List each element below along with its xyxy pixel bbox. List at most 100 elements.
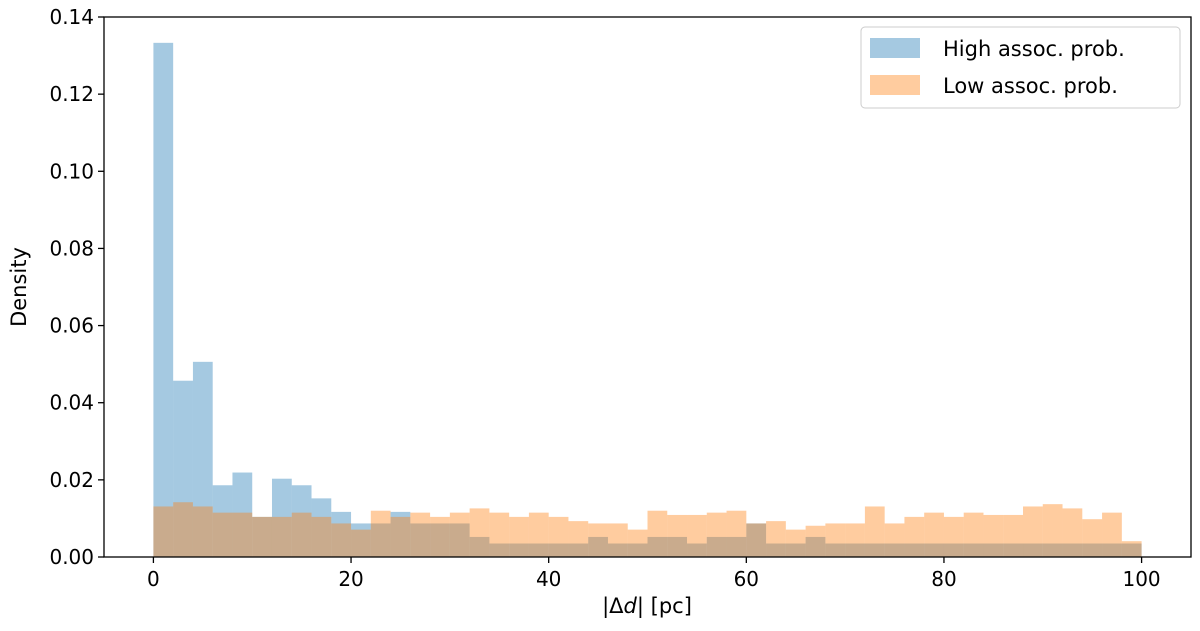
series-high-assoc-bars <box>153 42 1142 558</box>
y-tick-label: 0.10 <box>49 159 94 183</box>
bar-low-bin-11 <box>370 510 391 557</box>
bar-high-bin-28 <box>706 536 727 557</box>
bar-high-bin-13 <box>410 523 431 557</box>
bar-low-bin-39 <box>924 512 944 557</box>
bar-low-bin-37 <box>884 523 905 557</box>
bar-low-bin-4 <box>232 512 253 557</box>
bar-high-bin-8 <box>311 498 332 557</box>
bar-low-bin-45 <box>1042 504 1063 557</box>
bar-low-bin-13 <box>410 512 431 557</box>
bar-high-bin-3 <box>212 485 233 557</box>
bar-low-bin-0 <box>153 506 174 557</box>
bar-low-bin-18 <box>509 516 529 557</box>
bar-high-bin-30 <box>746 523 767 557</box>
bar-low-bin-17 <box>489 512 510 557</box>
bar-low-bin-19 <box>528 512 549 557</box>
plot-area-frame <box>103 16 1192 558</box>
y-axis-ticks: 0.00 0.02 0.04 0.06 0.08 0.10 0.12 0.14 <box>49 5 104 569</box>
bar-low-bin-47 <box>1082 519 1103 557</box>
legend-label-high: High assoc. prob. <box>943 37 1125 61</box>
bar-high-bin-26 <box>667 536 688 557</box>
x-axis-label: |Δd| [pc] <box>602 594 692 619</box>
bar-low-bin-22 <box>588 523 608 557</box>
bar-high-bin-22 <box>588 536 608 557</box>
bar-low-bin-14 <box>430 516 450 557</box>
bar-high-bin-10 <box>351 523 371 557</box>
bar-high-bin-1 <box>173 380 193 557</box>
bar-low-bin-24 <box>627 529 648 557</box>
y-tick-label: 0.12 <box>49 82 94 106</box>
bar-low-bin-10 <box>351 529 371 557</box>
bar-low-bin-28 <box>706 512 727 557</box>
legend-swatch-low <box>870 75 920 95</box>
bar-high-bin-6 <box>271 478 292 557</box>
y-tick-label: 0.04 <box>49 391 94 415</box>
bar-low-bin-42 <box>983 514 1004 557</box>
bar-high-bin-31 <box>766 543 786 557</box>
legend: High assoc. prob. Low assoc. prob. <box>860 26 1181 109</box>
bar-high-bin-15 <box>449 523 470 557</box>
legend-frame <box>860 26 1181 109</box>
bar-low-bin-26 <box>667 514 688 557</box>
bar-high-bin-32 <box>785 543 806 557</box>
bar-low-bin-9 <box>331 523 352 557</box>
bar-high-bin-33 <box>805 536 826 557</box>
bar-high-bin-29 <box>726 536 747 557</box>
bar-high-bin-9 <box>331 511 352 557</box>
x-tick-label: 80 <box>931 567 956 591</box>
bar-high-bin-42 <box>983 543 1004 557</box>
bar-low-bin-44 <box>1023 506 1043 557</box>
bar-low-bin-49 <box>1121 541 1142 557</box>
bar-high-bin-23 <box>607 543 628 557</box>
bar-high-bin-0 <box>153 42 174 558</box>
bar-high-bin-27 <box>687 543 707 557</box>
bar-low-bin-46 <box>1062 508 1083 557</box>
bar-high-bin-25 <box>647 536 668 557</box>
y-tick-label: 0.14 <box>49 5 94 29</box>
x-tick-label: 0 <box>147 567 160 591</box>
x-axis-ticks: 0 20 40 60 80 100 <box>147 557 1161 591</box>
bar-low-bin-40 <box>943 516 964 557</box>
bar-high-bin-14 <box>430 523 450 557</box>
bar-low-bin-21 <box>568 521 589 557</box>
bar-high-bin-2 <box>192 361 213 557</box>
y-tick-label: 0.06 <box>49 314 94 338</box>
bar-low-bin-12 <box>390 516 411 557</box>
bar-low-bin-36 <box>864 506 885 557</box>
bar-low-bin-27 <box>687 514 707 557</box>
bar-low-bin-30 <box>746 523 767 557</box>
bar-low-bin-20 <box>548 516 569 557</box>
bar-low-bin-8 <box>311 516 332 557</box>
x-tick-label: 20 <box>338 567 363 591</box>
bar-low-bin-29 <box>726 510 747 557</box>
bar-low-bin-7 <box>291 512 312 557</box>
bar-high-bin-21 <box>568 543 589 557</box>
x-tick-label: 100 <box>1122 567 1160 591</box>
bar-high-bin-17 <box>489 543 510 557</box>
bar-low-bin-2 <box>192 506 213 557</box>
bar-low-bin-6 <box>271 516 292 557</box>
bar-high-bin-36 <box>864 543 885 557</box>
bar-high-bin-39 <box>924 543 944 557</box>
bar-high-bin-7 <box>291 485 312 557</box>
bar-low-bin-35 <box>845 523 865 557</box>
legend-swatch-high <box>870 38 920 58</box>
x-tick-label: 60 <box>734 567 759 591</box>
bar-high-bin-20 <box>548 543 569 557</box>
bar-high-bin-38 <box>904 543 925 557</box>
bar-high-bin-43 <box>1003 543 1024 557</box>
bar-low-bin-32 <box>785 529 806 557</box>
bar-low-bin-31 <box>766 521 786 557</box>
bar-high-bin-12 <box>390 511 411 557</box>
y-tick-label: 0.08 <box>49 236 94 260</box>
bar-low-bin-3 <box>212 512 233 557</box>
bar-low-bin-1 <box>173 502 193 557</box>
bar-high-bin-41 <box>963 543 984 557</box>
y-tick-label: 0.02 <box>49 468 94 492</box>
bar-high-bin-46 <box>1062 543 1083 557</box>
bar-low-bin-5 <box>252 516 272 557</box>
bar-high-bin-48 <box>1102 543 1122 557</box>
bar-low-bin-16 <box>469 508 490 557</box>
bar-high-bin-45 <box>1042 543 1063 557</box>
